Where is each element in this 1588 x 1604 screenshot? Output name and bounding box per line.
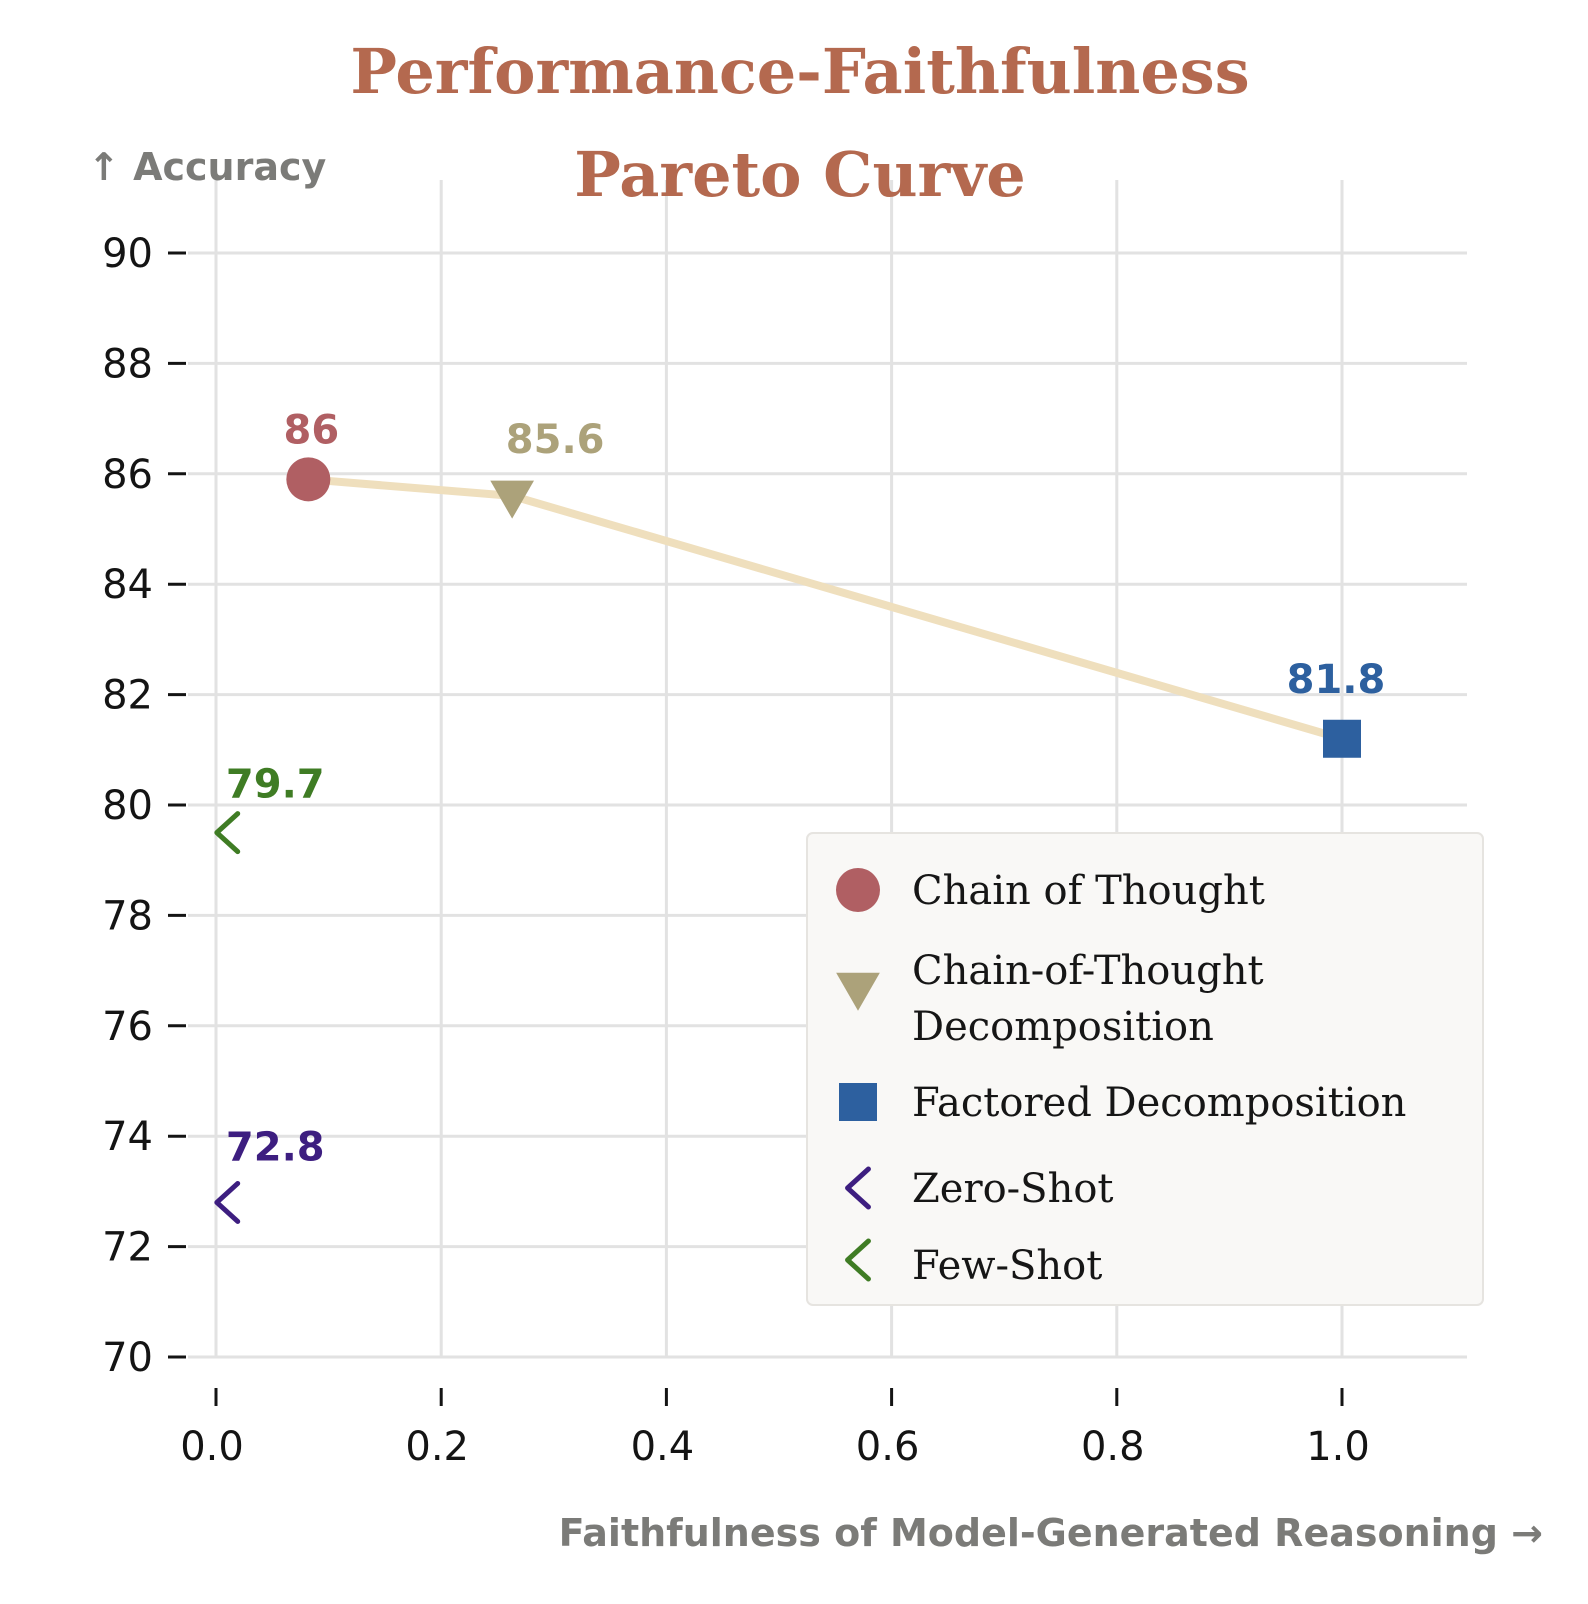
y-tick-label: 88 [102, 341, 153, 387]
y-tick-label: 70 [102, 1335, 153, 1381]
data-labels: 86 85.6 81.8 72.8 79.7 [226, 407, 1385, 1170]
arrow-right-icon: → [1498, 1511, 1543, 1555]
legend-label-chain-of-thought-decomposition: Decomposition [912, 1004, 1214, 1050]
point-chain-of-thought-decomposition [490, 480, 534, 519]
legend-marker-zero-shot [845, 1166, 871, 1210]
x-tick-label: 0.0 [180, 1424, 244, 1470]
arrow-up-icon: ↑ [88, 145, 133, 189]
y-tick-label: 82 [102, 673, 153, 719]
point-few-shot [214, 811, 241, 855]
y-tick-label: 84 [102, 562, 153, 608]
x-tick-label: 0.4 [631, 1424, 695, 1470]
legend-label-zero-shot: Zero-Shot [912, 1166, 1114, 1212]
y-tick-label: 78 [102, 893, 153, 939]
legend: Chain of Thought Chain-of-Thought Decompos… [806, 832, 1484, 1306]
y-tick-label: 80 [102, 783, 153, 829]
point-zero-shot [214, 1180, 241, 1224]
grid [188, 180, 1467, 1359]
data-label-factored-decomposition: 81.8 [1287, 657, 1386, 703]
x-tick-label: 1.0 [1306, 1424, 1370, 1470]
x-tick-label: 0.8 [1081, 1424, 1145, 1470]
y-tick-label: 72 [102, 1225, 153, 1271]
legend-label-chain-of-thought: Chain of Thought [912, 868, 1265, 914]
chart-title-line-1: Performance-Faithfulness [350, 35, 1249, 108]
pareto-curve-line [308, 475, 1344, 743]
legend-marker-few-shot [845, 1238, 871, 1282]
legend-marker-chain-of-thought [836, 868, 880, 912]
y-axis-label-text: Accuracy [133, 145, 326, 189]
pareto-line [308, 475, 1344, 743]
data-label-few-shot: 79.7 [226, 762, 325, 808]
legend-label-factored-decomposition: Factored Decomposition [912, 1080, 1406, 1126]
point-chain-of-thought [286, 457, 331, 502]
point-factored-decomposition [1323, 719, 1361, 758]
chart-title-line-2: Pareto Curve [574, 138, 1025, 211]
y-tick-label: 76 [102, 1004, 153, 1050]
legend-marker-factored-decomposition [839, 1083, 877, 1121]
x-axis-label: Faithfulness of Model-Generated Reasonin… [559, 1511, 1543, 1555]
data-label-chain-of-thought: 86 [283, 407, 339, 453]
x-axis-label-text: Faithfulness of Model-Generated Reasonin… [559, 1511, 1498, 1555]
x-tick-label: 0.6 [856, 1424, 920, 1470]
legend-label-chain-of-thought-decomposition: Chain-of-Thought [912, 948, 1264, 994]
chart-title: Performance-Faithfulness Pareto Curve [350, 35, 1249, 211]
legend-box [806, 832, 1484, 1306]
y-axis-label: ↑ Accuracy [88, 145, 326, 189]
data-points [214, 457, 1361, 1224]
legend-label-few-shot: Few-Shot [912, 1243, 1102, 1289]
x-tick-label: 0.2 [405, 1424, 469, 1470]
y-tick-label: 86 [102, 452, 153, 498]
legend-marker-chain-of-thought-decomposition [836, 972, 880, 1011]
data-label-zero-shot: 72.8 [226, 1124, 325, 1170]
y-tick-label: 90 [102, 231, 153, 277]
y-tick-label: 74 [102, 1114, 153, 1160]
axes: 70 72 74 76 78 80 82 84 86 88 90 0.0 0.2 0.4 0.6 0.8 1.0 [102, 231, 1370, 1470]
data-label-chain-of-thought-decomposition: 85.6 [506, 417, 605, 463]
